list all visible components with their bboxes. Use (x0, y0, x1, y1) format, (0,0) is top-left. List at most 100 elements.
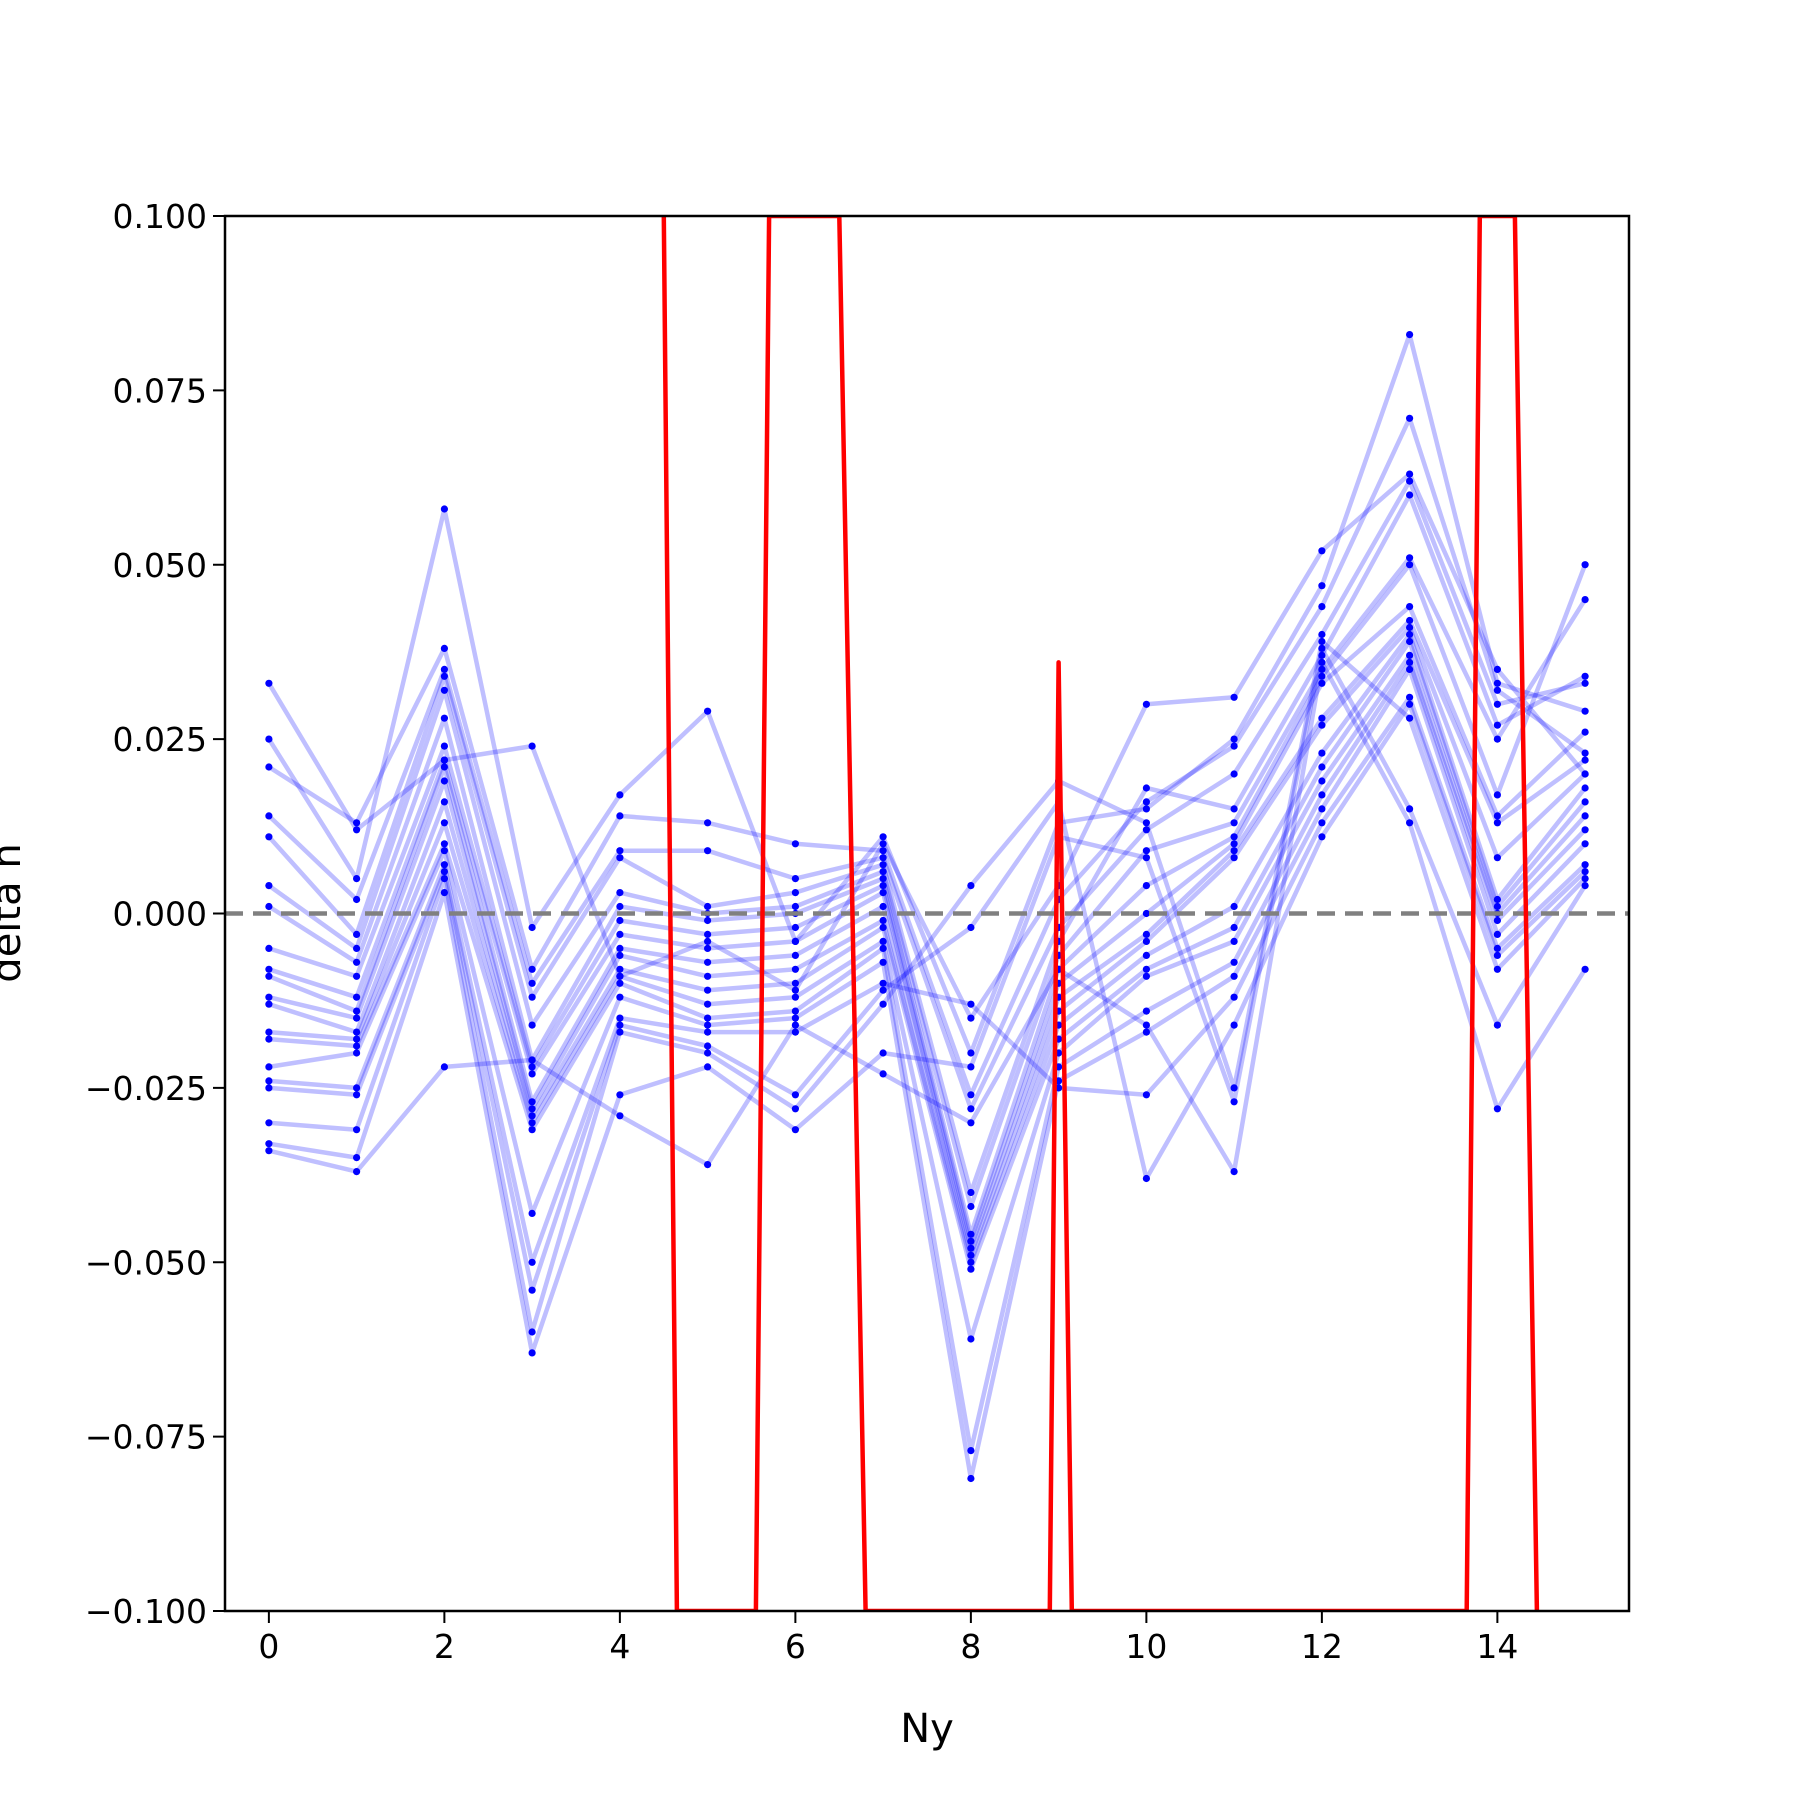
data-point (967, 1119, 975, 1127)
data-point (440, 644, 448, 653)
data-point (353, 1035, 361, 1043)
data-point (616, 812, 624, 820)
data-point (1581, 561, 1589, 569)
data-point (1581, 812, 1589, 820)
data-point (1230, 1021, 1238, 1029)
data-point (1318, 805, 1326, 813)
y-tick-label: 0.050 (113, 546, 207, 585)
data-point (1581, 707, 1589, 715)
data-point (1406, 414, 1414, 422)
data-point (967, 882, 975, 890)
series-line (268, 660, 1587, 1453)
data-point (879, 944, 887, 953)
data-point (265, 763, 273, 771)
data-point (1230, 902, 1238, 911)
data-point (440, 665, 448, 674)
data-point (967, 923, 975, 932)
x-axis: 0 2 4 6 8 10 12 14 (258, 1611, 1518, 1666)
data-point (967, 1063, 975, 1071)
data-point (1230, 840, 1238, 848)
data-point (791, 937, 800, 946)
data-point (1318, 665, 1326, 674)
data-point (1142, 930, 1150, 939)
data-point (528, 965, 536, 973)
y-tick-label: −0.025 (85, 1069, 207, 1108)
data-point (265, 679, 273, 687)
series-line (268, 653, 1587, 1342)
data-point (265, 1000, 273, 1008)
data-point (1230, 819, 1238, 827)
data-point (528, 1328, 536, 1336)
data-point (791, 1105, 800, 1113)
data-point (1493, 965, 1501, 973)
data-point (528, 1056, 536, 1064)
data-point (1406, 470, 1414, 478)
data-point (528, 1119, 536, 1127)
y-tick-label: 0.100 (113, 197, 207, 236)
data-point (1493, 700, 1501, 708)
data-point (1142, 1028, 1150, 1036)
data-point (704, 1049, 712, 1057)
data-point (879, 875, 887, 883)
data-point (1493, 951, 1501, 960)
series-line (268, 646, 1588, 1356)
data-point (704, 902, 712, 911)
data-point (791, 979, 800, 987)
y-tick-label: 0.000 (113, 895, 207, 934)
data-point (704, 1021, 712, 1029)
data-point (528, 1126, 536, 1134)
data-point (1493, 679, 1501, 687)
data-point (528, 1258, 536, 1266)
data-point (1318, 582, 1326, 590)
data-point (791, 986, 800, 994)
data-point (1581, 840, 1589, 848)
data-point (1406, 658, 1414, 667)
data-point (1230, 1098, 1238, 1106)
data-point (440, 756, 448, 764)
data-point (1142, 784, 1150, 792)
data-point (967, 1091, 975, 1099)
x-tick-label: 10 (1125, 1627, 1167, 1666)
data-point (967, 1000, 975, 1008)
data-point (616, 847, 624, 855)
data-point (879, 1000, 887, 1008)
data-point (528, 1063, 536, 1071)
data-point (791, 875, 800, 883)
data-point (967, 1237, 975, 1245)
y-axis: −0.100 −0.075 −0.050 −0.025 0.000 0.025 0.050 0… (85, 197, 225, 1631)
data-point (1230, 854, 1238, 862)
data-point (616, 1091, 624, 1099)
data-point (704, 930, 712, 939)
data-point (1318, 749, 1326, 757)
data-point (967, 1251, 975, 1259)
data-point (353, 1168, 361, 1176)
data-point (967, 1265, 975, 1273)
y-tick-label: −0.050 (85, 1243, 207, 1282)
data-point (967, 1447, 975, 1455)
data-point (879, 937, 887, 946)
data-point (704, 1042, 712, 1050)
data-point (1318, 679, 1326, 687)
data-point (1493, 1021, 1501, 1029)
data-point (265, 1119, 273, 1127)
data-point (704, 1000, 712, 1008)
data-point (1230, 742, 1238, 750)
data-point (704, 1063, 712, 1071)
series-line (267, 478, 1586, 1112)
data-point (967, 1335, 975, 1343)
data-point (791, 1028, 800, 1036)
series-line (268, 618, 1587, 1251)
data-point (967, 1014, 975, 1022)
data-point (1406, 616, 1414, 625)
data-point (528, 1021, 536, 1029)
data-point (616, 854, 624, 862)
data-point (265, 882, 273, 890)
data-point (1142, 798, 1150, 806)
data-point (1318, 763, 1326, 771)
data-point (616, 951, 624, 960)
data-point (440, 505, 448, 513)
x-tick-label: 12 (1301, 1627, 1343, 1666)
data-point (440, 847, 448, 855)
data-point (528, 923, 536, 932)
data-point (1318, 714, 1326, 722)
